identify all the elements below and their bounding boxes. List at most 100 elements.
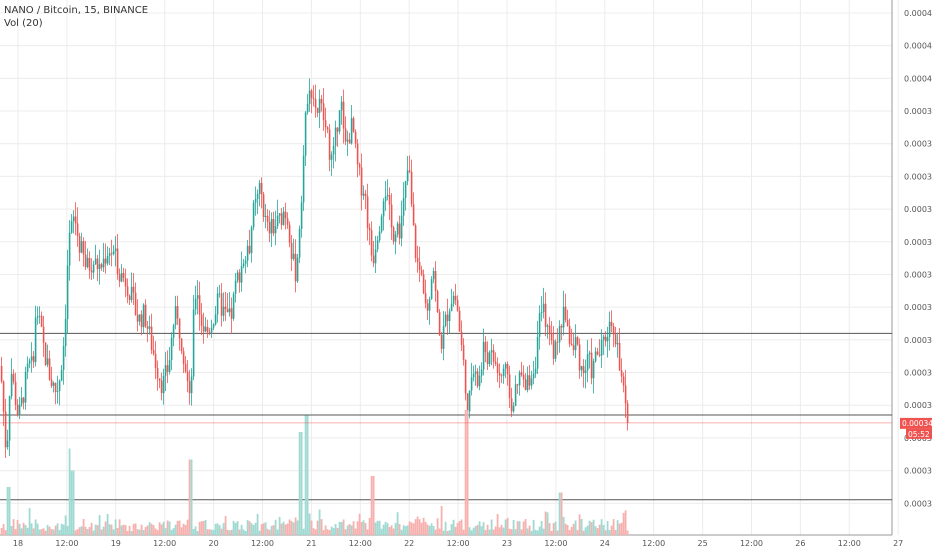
candle-body [70,221,73,233]
candle-body [498,372,501,376]
volume-bar [208,529,211,535]
candle-body [132,286,135,293]
volume-bar [104,521,107,535]
last-price-badge: 0.0003473 05:52 [900,417,932,439]
candle-body [396,223,399,235]
candle-body [552,340,555,359]
volume-bar [428,525,431,535]
volume-bar [102,526,105,535]
volume-bar [626,530,629,535]
candle-body [596,351,599,355]
candle-body [600,339,603,356]
candle-body [162,375,165,394]
candle-body [164,365,167,376]
candle-body [216,293,219,315]
candle-body [198,295,201,315]
volume-bar [344,529,347,535]
volume-bar [160,524,163,535]
candle-body [54,382,57,392]
candle-body [32,356,35,363]
candle-body [394,234,397,242]
candle-body [34,317,37,363]
volume-bar [488,529,491,535]
volume-bar [586,525,589,535]
candle-body [244,260,247,264]
candle-body [614,334,617,345]
volume-bar [522,521,525,535]
candle-body [148,326,151,329]
volume-bar [140,524,143,535]
volume-bar [258,530,261,535]
volume-bar [290,521,293,535]
candle-body [362,193,365,196]
candle-body [266,215,269,222]
volume-bar [252,524,255,535]
candle-body [22,397,25,403]
candle-body [522,374,525,380]
y-tick-label: 0.0003650 [904,303,932,312]
x-tick-label: 18 [13,539,23,548]
candle-body [264,215,267,217]
volume-bar [212,529,215,535]
y-tick-label: 0.0003900 [904,140,932,149]
volume-bar [302,528,305,535]
volume-bar [136,529,139,535]
volume-bar [610,525,613,535]
volume-bar [272,525,275,535]
volume-bar [414,519,417,535]
x-tick-label: 22 [404,539,414,548]
volume-bar [222,523,225,535]
volume-bar [544,511,547,535]
candle-body [334,127,337,146]
candle-body [478,375,481,387]
candle-body [222,306,225,316]
candle-body [8,396,11,441]
volume-bar [84,526,87,535]
candle-body [318,98,321,113]
volume-bar [262,523,265,535]
x-tick-label: 12:00 [55,539,78,548]
candle-body [250,227,253,254]
candle-body [212,324,215,328]
candle-body [576,337,579,345]
candle-body [532,373,535,379]
bar-countdown: 05:52 [908,430,930,439]
candle-body [442,326,445,349]
volume-bar [366,529,369,535]
y-tick-label: 0.0003950 [904,107,932,116]
volume-bar [556,530,559,535]
volume-bar [130,530,133,535]
volume-bar [192,528,195,535]
candle-body [540,311,543,314]
volume-bar [2,523,5,535]
volume-bar [80,526,83,535]
candle-body [170,337,173,360]
volume-bar [242,529,245,535]
volume-bar [178,520,181,535]
volume-bar [378,520,381,535]
volume-bar [518,521,521,535]
candle-body [468,390,471,412]
candle-body [610,321,613,327]
volume-bar [232,520,235,535]
volume-bar [74,530,77,535]
volume-bar [334,524,337,535]
volume-bar [426,524,429,535]
candle-body [472,373,475,378]
candle-body [140,314,143,328]
candle-body [526,375,529,391]
candle-body [410,171,413,205]
y-tick-label: 0.0003700 [904,270,932,279]
volume-bar [352,521,355,535]
volume-bar [558,492,561,535]
volume-bar [256,513,259,535]
volume-bar [284,524,287,535]
candle-body [98,264,101,270]
candle-body [546,325,549,327]
volume-bar [474,526,477,535]
x-tick-label: 12:00 [642,539,665,548]
candle-body [480,369,483,376]
candle-body [580,366,583,371]
candle-body [464,359,467,394]
